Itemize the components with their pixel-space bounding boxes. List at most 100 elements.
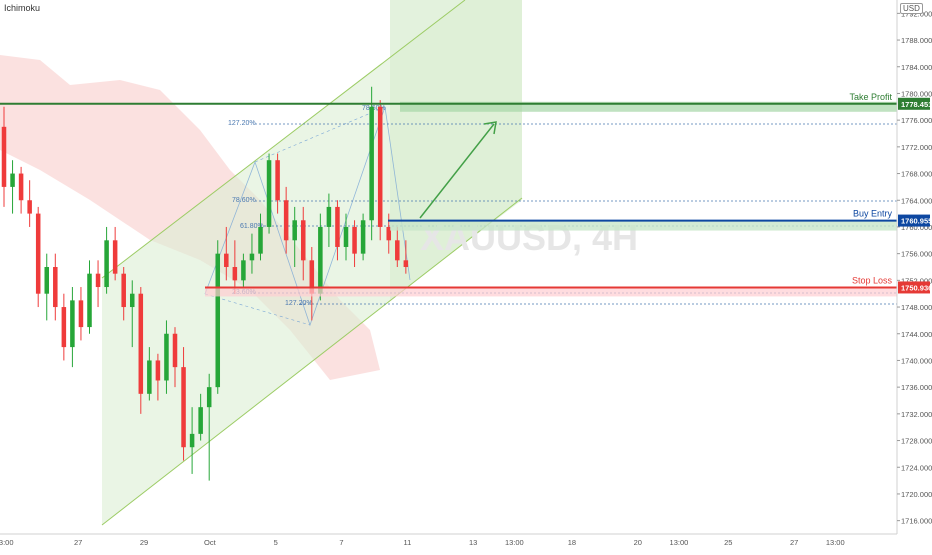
- candle: [241, 253, 246, 288]
- buy-entry-price-tag-bg: [898, 214, 930, 227]
- price-tick-label: 1756.000: [901, 250, 932, 259]
- candle-body: [249, 253, 255, 261]
- candle: [87, 260, 92, 334]
- price-tick-label: 1772.000: [901, 143, 932, 152]
- channel-upper-line: [101, 0, 466, 279]
- candle-body: [377, 106, 383, 227]
- price-tick-label: 1768.000: [901, 170, 932, 179]
- candle-body: [104, 240, 109, 288]
- time-tick-label: 27: [74, 538, 82, 547]
- candle-body: [198, 407, 203, 434]
- price-tick-label: 1764.000: [901, 196, 932, 205]
- candle: [155, 353, 161, 401]
- time-tick-label: 13:00: [670, 538, 689, 547]
- candle-body: [403, 260, 409, 267]
- candle-body: [258, 226, 263, 254]
- candle-body: [87, 273, 92, 328]
- price-tick-label: 1740.000: [901, 356, 932, 365]
- time-axis-bg: [0, 534, 932, 550]
- candle: [352, 220, 357, 267]
- candle-body: [326, 206, 332, 227]
- candle-body: [343, 226, 349, 247]
- candle: [275, 153, 280, 214]
- candle: [292, 206, 297, 267]
- candle-body: [121, 273, 126, 308]
- price-axis-bg: [897, 0, 932, 550]
- price-tick-label: 1784.000: [901, 63, 932, 72]
- time-tick-label: 29: [140, 538, 148, 547]
- candle: [249, 233, 255, 274]
- take-profit-zone: [400, 101, 897, 112]
- candle-body: [292, 220, 297, 241]
- candle-body: [78, 300, 84, 328]
- projection-arrow-head: [483, 121, 497, 135]
- fib-label: 61.80%: [240, 223, 264, 230]
- candle: [369, 86, 374, 241]
- candle-body: [27, 200, 32, 214]
- stop-loss-label: Stop Loss: [852, 275, 893, 285]
- fib-label: 127.20%: [228, 120, 256, 127]
- price-tick-label: 1760.000: [901, 223, 932, 232]
- candle: [53, 253, 58, 321]
- candle: [266, 153, 272, 234]
- candle: [172, 327, 178, 388]
- price-tick-label: 1728.000: [901, 437, 932, 446]
- candle: [224, 226, 229, 281]
- candle: [232, 240, 238, 294]
- candle-body: [61, 307, 67, 348]
- candle: [198, 393, 203, 441]
- candle: [283, 186, 289, 254]
- harmonic-ac: [204, 293, 311, 326]
- candle: [300, 206, 306, 281]
- candle-body: [172, 333, 178, 368]
- price-tick-label: 1780.000: [901, 89, 932, 98]
- price-tick-label: 1720.000: [901, 490, 932, 499]
- candle-body: [335, 206, 340, 247]
- price-tick-label: 1736.000: [901, 383, 932, 392]
- candle: [95, 260, 101, 308]
- candle-body: [112, 240, 118, 274]
- channel-lower-line: [101, 197, 523, 526]
- candle: [147, 347, 152, 401]
- candle-body: [300, 220, 306, 261]
- candle: [335, 200, 340, 261]
- candle: [181, 347, 186, 461]
- candle: [326, 193, 332, 247]
- currency-label[interactable]: USD: [900, 3, 923, 14]
- time-tick-label: Oct: [204, 538, 217, 547]
- projection-arrow-shaft: [419, 123, 495, 219]
- candle: [27, 180, 32, 227]
- candle: [403, 240, 409, 274]
- candle-body: [215, 253, 221, 388]
- price-tick-label: 1776.000: [901, 116, 932, 125]
- time-tick-label: 13: [469, 538, 477, 547]
- candle-body: [395, 240, 400, 261]
- candle-body: [44, 267, 50, 294]
- candle: [164, 320, 169, 394]
- candle-body: [18, 173, 24, 201]
- time-tick-label: 11: [403, 538, 411, 547]
- buy-entry-price-tag: 1760.955: [901, 217, 932, 226]
- time-tick-label: 20: [634, 538, 642, 547]
- time-tick-label: 18: [568, 538, 576, 547]
- price-tick-label: 1744.000: [901, 330, 932, 339]
- take-profit-price-tag: 1778.451: [901, 100, 932, 109]
- candle-body: [224, 253, 229, 267]
- candle-body: [352, 226, 357, 254]
- candle-body: [309, 260, 315, 294]
- candle-body: [275, 160, 280, 201]
- stop-loss-zone: [205, 287, 897, 297]
- price-tick-label: 1752.000: [901, 276, 932, 285]
- price-tick-label: 1732.000: [901, 410, 932, 419]
- time-tick-label: 13:00: [0, 538, 14, 547]
- buy-entry-zone: [390, 220, 897, 231]
- price-tick-label: 1748.000: [901, 303, 932, 312]
- candle-body: [206, 387, 212, 408]
- candle: [10, 160, 15, 214]
- candle-body: [35, 213, 41, 294]
- candle: [343, 213, 349, 261]
- candle: [121, 267, 126, 321]
- candle-body: [164, 333, 169, 381]
